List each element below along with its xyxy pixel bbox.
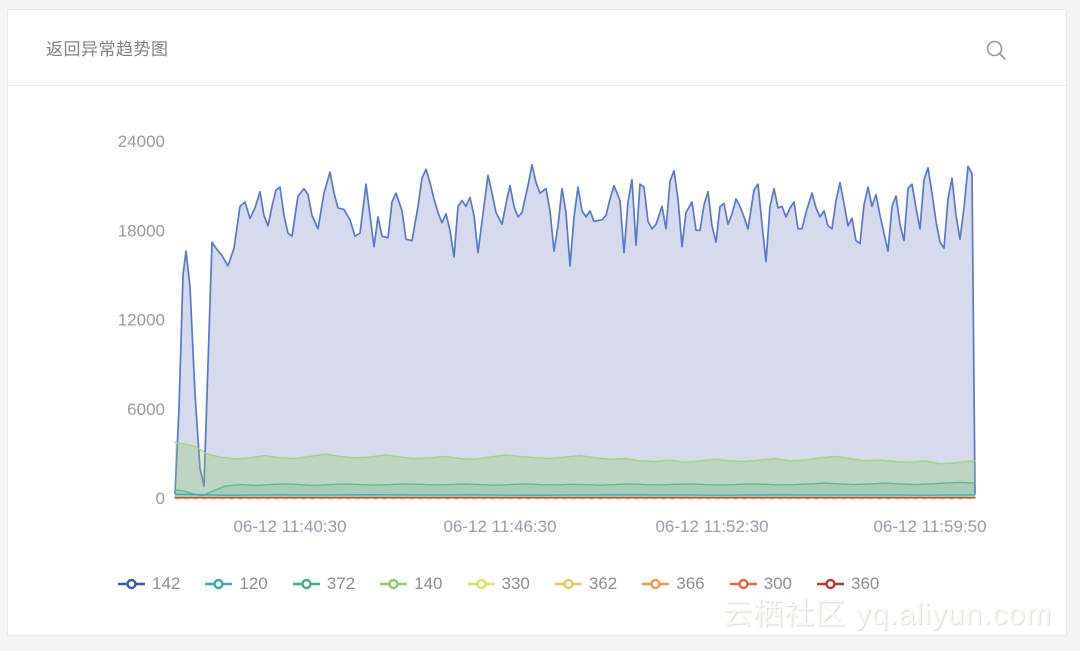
legend-marker-icon (467, 578, 495, 590)
legend-item-366[interactable]: 366 (642, 574, 705, 594)
legend-marker-icon (118, 578, 145, 590)
legend-marker-icon (729, 578, 757, 590)
legend-marker-icon (205, 578, 233, 590)
legend-label: 362 (588, 574, 618, 593)
card-header: 返回异常趋势图 (8, 10, 1066, 86)
legend-item-372[interactable]: 372 (292, 574, 356, 594)
chart-area: 0 6000 12000 18000 24000 06-12 11:40:30 06-12 … (8, 86, 1064, 548)
series-142-line (174, 163, 976, 495)
watermark: 云栖社区 yq.aliyun.com (722, 598, 1052, 631)
legend-label: 372 (326, 574, 356, 593)
y-axis-label-24000: 24000 (118, 132, 165, 151)
y-axis-label-6000: 6000 (127, 400, 165, 419)
x-axis-label: 06-12 11:52:30 (655, 517, 768, 536)
legend-item-140[interactable]: 140 (380, 574, 443, 594)
trend-chart-svg[interactable]: 0 6000 12000 18000 24000 06-12 11:40:30 06-12 … (8, 86, 1064, 548)
legend-item-300[interactable]: 300 (729, 574, 792, 594)
y-axis-label-0: 0 (156, 489, 165, 508)
y-axis-label-18000: 18000 (118, 221, 165, 240)
legend-label: 366 (676, 574, 705, 593)
legend-label: 300 (763, 574, 792, 593)
legend-label: 360 (851, 574, 880, 593)
legend-marker-icon (380, 578, 408, 590)
legend-marker-icon (554, 578, 582, 590)
y-axis-label-12000: 12000 (118, 311, 165, 330)
search-icon (986, 40, 1006, 60)
legend-label: 330 (501, 574, 530, 593)
legend-item-330[interactable]: 330 (467, 574, 530, 594)
legend-item-360[interactable]: 360 (817, 574, 879, 594)
series-120-line (174, 493, 976, 496)
legend-label: 142 (152, 574, 181, 593)
x-axis-label: 06-12 11:40:30 (233, 517, 346, 536)
legend-marker-icon (817, 578, 844, 590)
series-142-area (175, 164, 975, 499)
legend-item-142[interactable]: 142 (118, 574, 180, 594)
legend-item-120[interactable]: 120 (205, 574, 268, 594)
trend-chart-card: 返回异常趋势图 0 6000 12000 18000 24000 06-12 11:40:… (7, 9, 1067, 636)
x-axis-label: 06-12 11:59:50 (873, 517, 986, 536)
page-title: 返回异常趋势图 (46, 40, 169, 59)
legend-label: 140 (414, 574, 443, 593)
legend-marker-icon (292, 578, 320, 590)
series-372-line (174, 481, 976, 497)
legend-label: 120 (239, 574, 268, 593)
legend-marker-icon (642, 578, 670, 590)
legend-item-362[interactable]: 362 (554, 574, 618, 594)
x-axis-label: 06-12 11:46:30 (443, 517, 556, 536)
series-140-line (174, 441, 976, 465)
search-button[interactable] (984, 38, 1008, 62)
chart-legend: 142 120 372 140 330 362 366 300 360 (118, 574, 879, 594)
